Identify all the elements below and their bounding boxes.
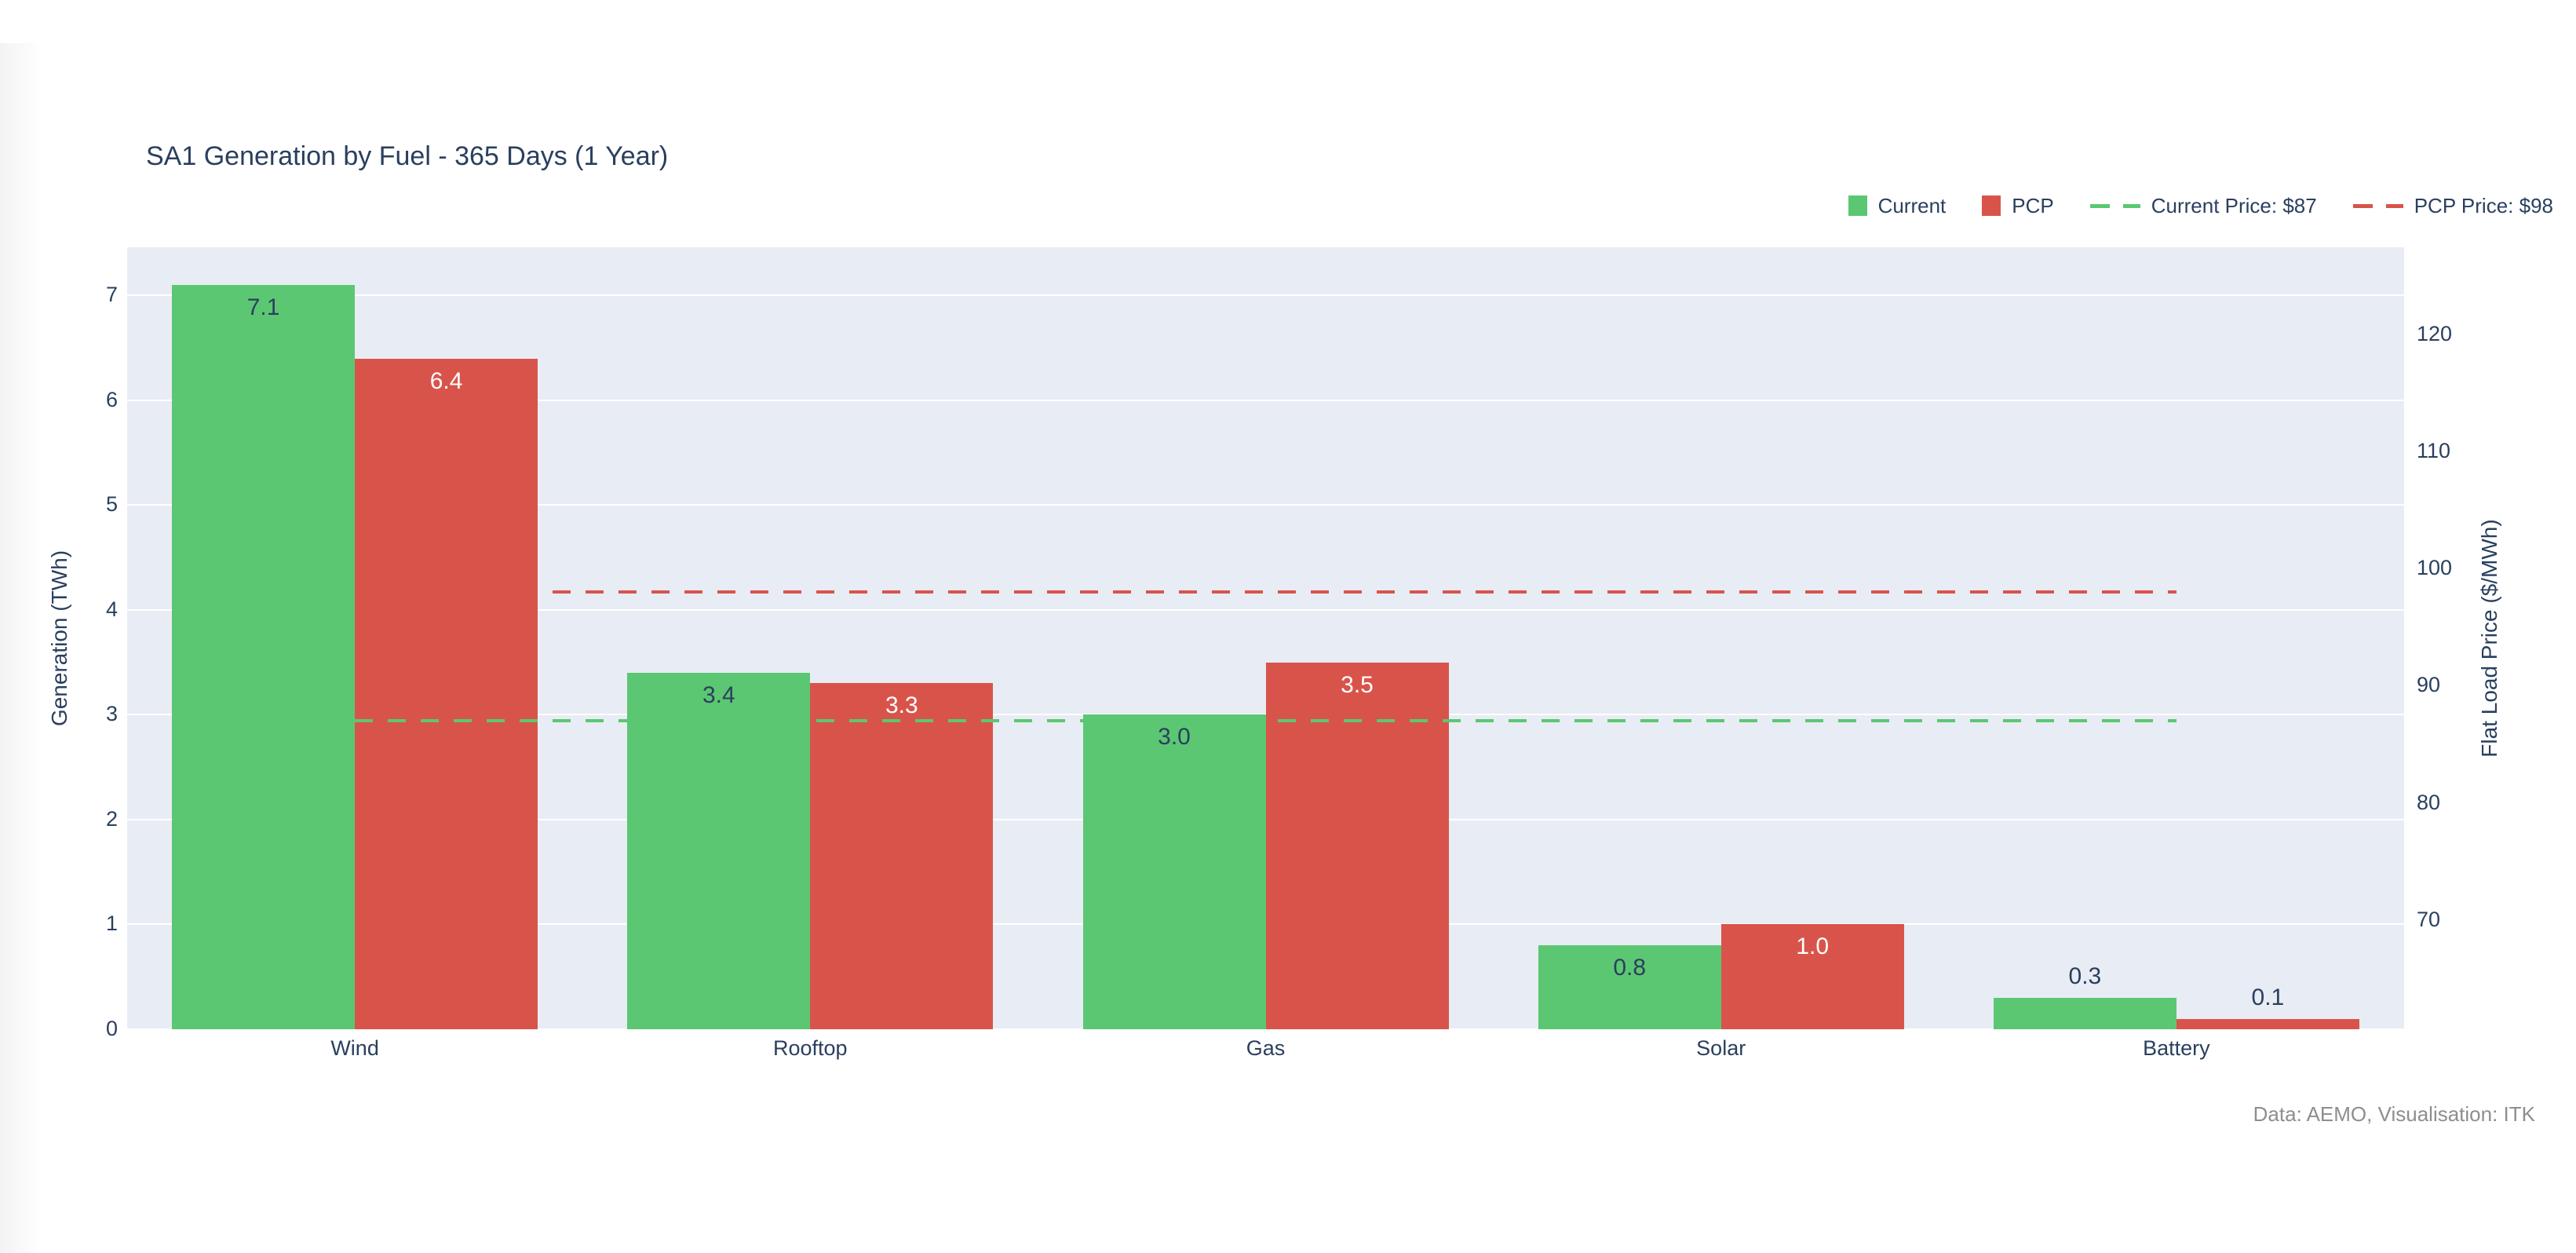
chart-title: SA1 Generation by Fuel - 365 Days (1 Yea…: [146, 141, 669, 171]
pcp-price-line: [355, 590, 2176, 594]
y2-axis-tick-label: 90: [2417, 673, 2441, 697]
legend-label-pcp-price: PCP Price: $98: [2414, 193, 2553, 217]
bar-value-label: 3.5: [1341, 671, 1374, 698]
bar-pcp-rooftop[interactable]: [810, 683, 994, 1029]
y-axis-tick-label: 7: [105, 283, 118, 307]
bar-current-wind[interactable]: [172, 285, 356, 1029]
pcp-bar-swatch-icon: [1982, 195, 2001, 216]
bar-value-label: 3.0: [1158, 724, 1191, 751]
bar-value-label: 0.3: [2068, 963, 2102, 989]
y2-axis-title: Flat Load Price ($/MWh): [2477, 519, 2501, 758]
bar-pcp-battery[interactable]: [2176, 1018, 2359, 1029]
y-axis-tick-label: 2: [105, 806, 118, 831]
bar-pcp-gas[interactable]: [1265, 662, 1449, 1029]
y-axis-tick-label: 4: [105, 597, 118, 621]
grid-line: [127, 504, 2404, 506]
bar-current-gas[interactable]: [1082, 714, 1266, 1029]
grid-line: [127, 294, 2404, 297]
grid-line: [127, 1028, 2404, 1030]
attribution-footer: Data: AEMO, Visualisation: ITK: [2253, 1102, 2535, 1126]
y-axis-tick-label: 1: [105, 911, 118, 936]
y-axis-title: Generation (TWh): [47, 550, 71, 727]
y2-axis-tick-label: 70: [2417, 908, 2441, 932]
current-price-dash-swatch-icon: [2089, 203, 2140, 208]
y-axis-tick-label: 3: [105, 702, 118, 726]
x-axis-tick-label: Rooftop: [772, 1036, 848, 1060]
legend: Current PCP Current Price: $87 PCP Price…: [1848, 188, 2553, 223]
x-axis-tick-label: Battery: [2143, 1036, 2210, 1060]
bar-value-label: 0.1: [2251, 984, 2285, 1010]
legend-label-current: Current: [1877, 193, 1947, 217]
bar-value-label: 7.1: [246, 294, 280, 321]
bar-value-label: 0.8: [1613, 955, 1647, 981]
bar-current-solar[interactable]: [1538, 945, 1721, 1029]
y2-axis-tick-label: 100: [2417, 556, 2453, 580]
bar-value-label: 3.3: [885, 692, 918, 719]
legend-item-pcp-price[interactable]: PCP Price: $98: [2352, 193, 2553, 218]
x-axis-tick-label: Solar: [1696, 1036, 1746, 1060]
y2-axis-tick-label: 80: [2417, 790, 2441, 814]
legend-item-current-price[interactable]: Current Price: $87: [2089, 193, 2317, 218]
bar-value-label: 3.4: [702, 682, 735, 709]
y2-axis-tick-label: 120: [2417, 321, 2453, 345]
grid-line: [127, 399, 2404, 401]
legend-label-current-price: Current Price: $87: [2151, 193, 2317, 217]
legend-item-current[interactable]: Current: [1848, 193, 1947, 218]
y-axis-tick-label: 6: [105, 387, 118, 411]
current-bar-swatch-icon: [1848, 195, 1867, 216]
x-axis-tick-label: Wind: [330, 1036, 379, 1060]
y-axis-tick-label: 5: [105, 492, 118, 517]
y2-axis-tick-label: 110: [2417, 438, 2451, 462]
bar-current-rooftop[interactable]: [627, 673, 811, 1029]
legend-item-pcp[interactable]: PCP: [1982, 193, 2054, 218]
bar-current-battery[interactable]: [1993, 997, 2176, 1029]
bar-pcp-solar[interactable]: [1720, 924, 1904, 1029]
bar-pcp-wind[interactable]: [355, 358, 538, 1029]
bar-value-label: 1.0: [1796, 933, 1830, 960]
x-axis-tick-label: Gas: [1246, 1036, 1286, 1060]
page-left-gradient: [0, 43, 43, 1253]
pcp-price-dash-swatch-icon: [2352, 203, 2403, 208]
y-axis-tick-label: 0: [105, 1017, 118, 1040]
bar-value-label: 6.4: [429, 367, 463, 394]
grid-line: [127, 608, 2404, 611]
legend-label-pcp: PCP: [2012, 193, 2054, 217]
